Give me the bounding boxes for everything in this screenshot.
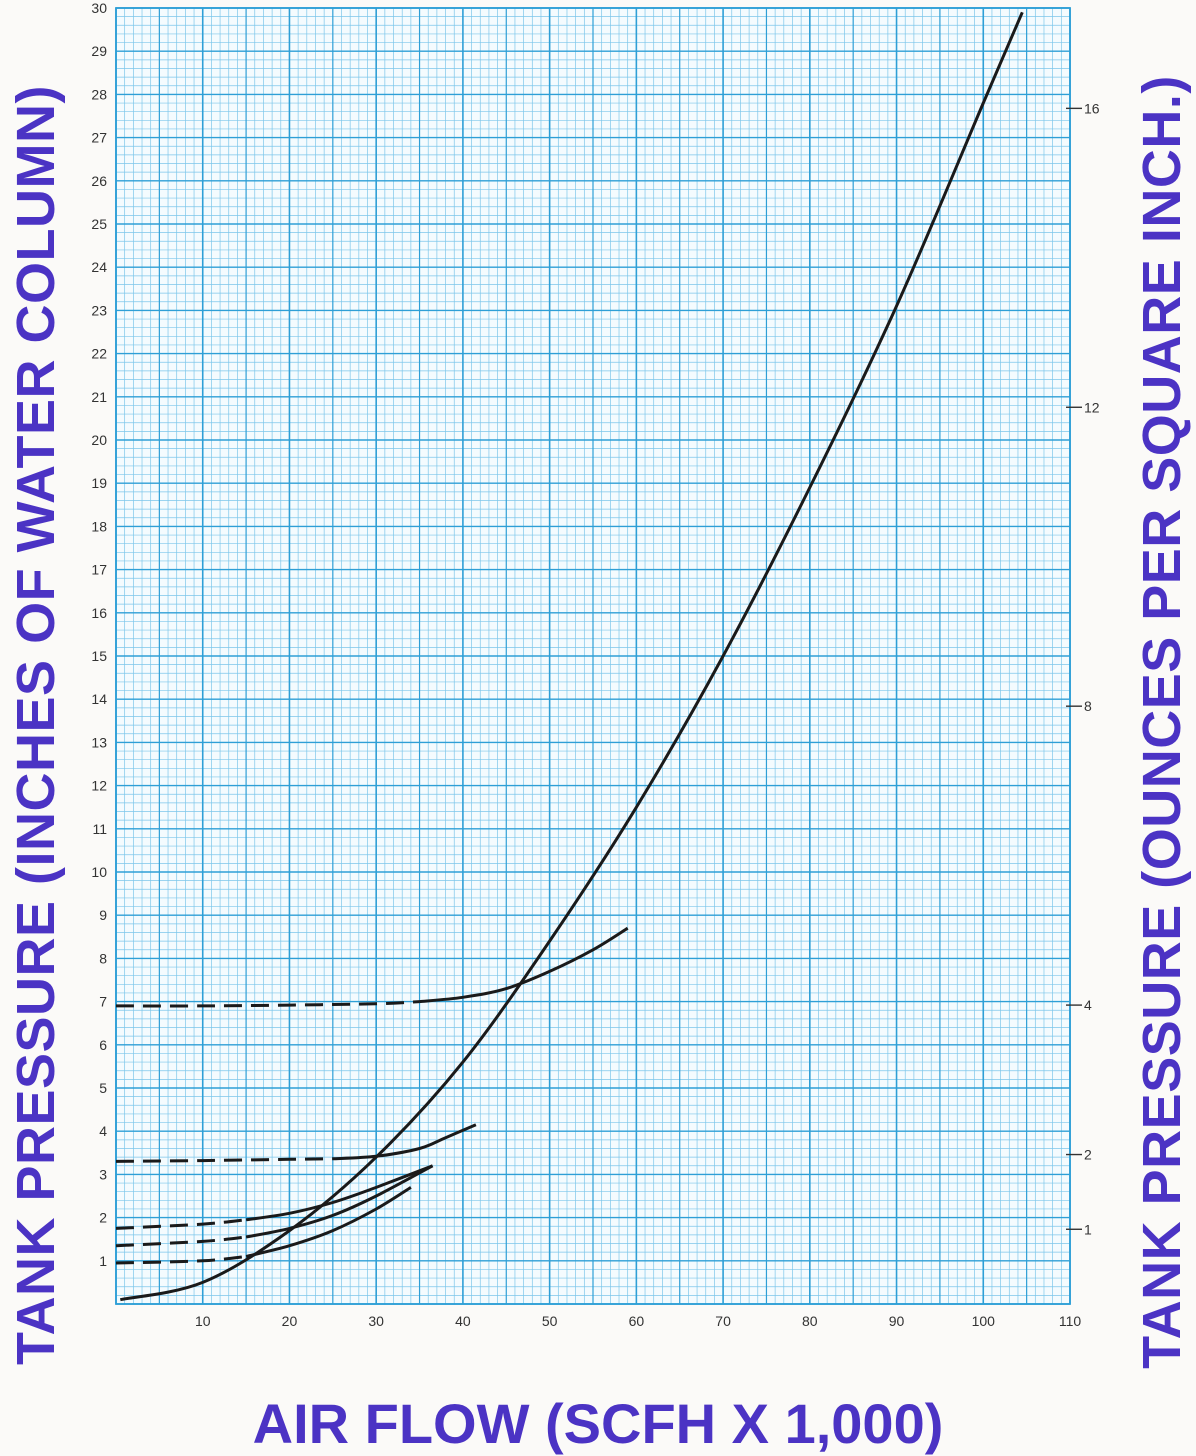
y-tick-label: 10 <box>91 864 107 880</box>
y-tick-label: 23 <box>91 302 107 318</box>
x-tick-label: 110 <box>1059 1313 1082 1329</box>
x-axis-label: AIR FLOW (SCFH X 1,000) <box>252 1392 944 1455</box>
y-tick-label: 19 <box>91 475 107 491</box>
y-tick-label: 21 <box>91 389 107 405</box>
curves <box>115 11 1024 1302</box>
y-tick-label: 18 <box>91 518 107 534</box>
x-tick-label: 30 <box>368 1313 384 1329</box>
y-tick-label: 9 <box>99 907 107 923</box>
curve-2-solid <box>245 1164 434 1239</box>
x-tick-label: 50 <box>542 1313 558 1329</box>
x-tick-label: 20 <box>282 1313 298 1329</box>
y2-tick-label: 8 <box>1084 698 1092 714</box>
y-tick-label: 6 <box>99 1037 107 1053</box>
y-tick-label: 4 <box>99 1123 107 1139</box>
y-axis-label-left: TANK PRESSURE (INCHES OF WATER COLUMN) <box>6 85 66 1365</box>
y-tick-label: 11 <box>92 821 107 837</box>
y-tick-label: 28 <box>91 86 107 102</box>
y2-tick-label: 12 <box>1084 399 1100 415</box>
plot-border <box>115 7 1071 1305</box>
x-tick-label: 40 <box>455 1313 471 1329</box>
y-tick-label: 12 <box>91 778 107 794</box>
y-tick-label: 3 <box>99 1166 107 1182</box>
curve-3-solid <box>245 1164 434 1222</box>
curve-4-dashed <box>115 1157 333 1163</box>
grid-major <box>115 7 1071 1305</box>
curve-1-dashed <box>115 1255 247 1265</box>
y-tick-label: 22 <box>91 346 107 362</box>
y-tick-label: 27 <box>91 130 107 146</box>
x-tick-label: 70 <box>715 1313 731 1329</box>
y-tick-label: 13 <box>91 734 107 750</box>
y-tick-label: 7 <box>99 994 107 1010</box>
y-tick-label: 1 <box>99 1253 107 1269</box>
x-tick-label: 80 <box>802 1313 818 1329</box>
y-tick-label: 24 <box>91 259 107 275</box>
y-tick-label: 5 <box>99 1080 107 1096</box>
y-tick-label: 8 <box>99 950 107 966</box>
y-tick-label: 17 <box>91 562 107 578</box>
y-tick-label: 14 <box>91 691 107 707</box>
y2-tick-label: 2 <box>1084 1147 1092 1163</box>
y2-tick-label: 16 <box>1084 100 1100 116</box>
tick-labels: 1234567891011121314151617181920212223242… <box>91 0 1081 1329</box>
y2-tick-label: 1 <box>1084 1221 1092 1237</box>
y2-tick-label: 4 <box>1084 997 1092 1013</box>
curve-5-dashed <box>115 1000 420 1008</box>
x-tick-label: 90 <box>889 1313 905 1329</box>
y-tick-label: 30 <box>91 0 107 16</box>
x-tick-label: 60 <box>629 1313 645 1329</box>
y-tick-label: 16 <box>91 605 107 621</box>
y-tick-label: 26 <box>91 173 107 189</box>
x-tick-label: 10 <box>195 1313 211 1329</box>
y-axis-label-right: TANK PRESSURE (OUNCES PER SQUARE INCH.) <box>1132 75 1192 1369</box>
curve-5-solid <box>419 926 629 1004</box>
curve-3-dashed <box>115 1218 247 1230</box>
x-tick-label: 100 <box>972 1313 996 1329</box>
curve-4-solid <box>332 1123 477 1161</box>
y-tick-label: 29 <box>91 43 107 59</box>
y-tick-label: 25 <box>91 216 107 232</box>
curve-2-dashed <box>115 1235 247 1248</box>
y-tick-label: 2 <box>99 1210 107 1226</box>
curve-1-solid <box>245 1186 412 1258</box>
y-tick-label: 20 <box>91 432 107 448</box>
y-tick-label: 15 <box>91 648 107 664</box>
